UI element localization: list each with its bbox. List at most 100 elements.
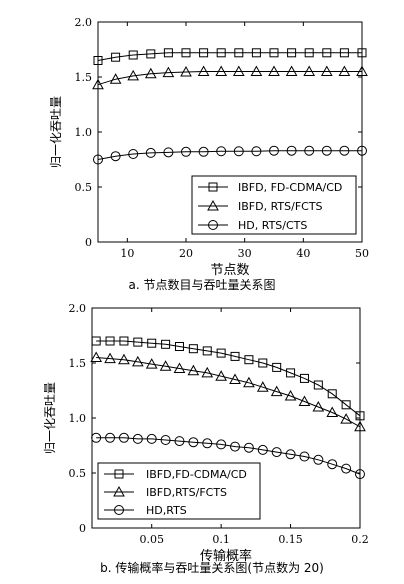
data-point bbox=[161, 339, 171, 349]
legend-box bbox=[191, 175, 357, 235]
data-point bbox=[229, 373, 241, 384]
y-tick-label: 0.5 bbox=[69, 467, 87, 480]
x-axis-label: 传输概率 bbox=[200, 548, 252, 564]
legend-label: IBFD,FD-CDMA/CD bbox=[146, 468, 247, 481]
y-tick-label: 0.5 bbox=[75, 181, 93, 194]
data-point bbox=[128, 50, 138, 60]
data-point bbox=[250, 65, 263, 76]
chart-a: 0 0.5 1.0 1.5 2.0 10 20 30 40 50 节点数 归一化吞吐量 IBFD, FD… bbox=[49, 16, 369, 292]
y-tick-label: 1.0 bbox=[75, 126, 93, 139]
x-tick-label: 0.2 bbox=[351, 533, 369, 546]
data-point bbox=[321, 145, 332, 156]
data-point bbox=[233, 146, 244, 157]
y-tick-label: 0 bbox=[79, 522, 86, 535]
data-point bbox=[215, 370, 227, 381]
data-point bbox=[180, 66, 192, 77]
data-point bbox=[355, 411, 365, 421]
series-line bbox=[97, 52, 362, 61]
figure-caption: b. 传输概率与吞吐量关系图(节点数为 20) bbox=[100, 560, 324, 575]
data-point bbox=[147, 338, 157, 348]
data-point bbox=[132, 433, 143, 444]
data-point bbox=[234, 48, 244, 58]
data-point bbox=[320, 65, 333, 76]
data-point bbox=[303, 65, 316, 76]
data-point bbox=[304, 48, 314, 58]
data-point bbox=[181, 146, 191, 157]
data-point bbox=[119, 336, 129, 346]
data-point bbox=[216, 48, 226, 58]
data-point bbox=[313, 380, 323, 390]
series-line bbox=[97, 71, 362, 86]
series-triangle bbox=[92, 65, 368, 90]
legend-label: IBFD, RTS/FCTS bbox=[238, 200, 323, 213]
data-point bbox=[174, 436, 185, 447]
data-point bbox=[299, 373, 309, 383]
data-point bbox=[104, 352, 116, 364]
data-point bbox=[271, 447, 282, 458]
data-point bbox=[312, 400, 325, 412]
data-point bbox=[163, 147, 174, 158]
data-point bbox=[216, 146, 227, 157]
data-point bbox=[357, 48, 367, 58]
y-tick-label: 1.0 bbox=[69, 412, 87, 425]
data-point bbox=[243, 442, 254, 453]
x-tick-label: 10 bbox=[120, 247, 134, 260]
data-point bbox=[243, 376, 255, 388]
series-line bbox=[96, 437, 361, 475]
legend: IBFD,FD-CDMA/CD IBFD,RTS/FCTS HD,RTS bbox=[97, 462, 261, 520]
data-point bbox=[181, 48, 191, 58]
data-point bbox=[327, 459, 338, 470]
x-tick-label: 0.1 bbox=[212, 533, 230, 546]
data-point bbox=[230, 441, 241, 452]
data-point bbox=[341, 400, 351, 410]
data-point bbox=[145, 358, 158, 369]
data-point bbox=[257, 444, 268, 455]
data-point bbox=[118, 432, 129, 443]
data-point bbox=[202, 346, 212, 356]
data-point bbox=[251, 48, 261, 58]
series-triangle bbox=[90, 351, 366, 432]
data-point bbox=[269, 48, 279, 58]
data-point bbox=[355, 469, 365, 480]
series-line bbox=[96, 340, 361, 417]
series-square bbox=[91, 336, 365, 421]
chart-b: 0 0.5 1.0 1.5 2.0 0.05 0.1 0.15 0.2 传输概率 归一化吞吐量 IBF… bbox=[43, 302, 369, 575]
y-tick-label: 2.0 bbox=[75, 16, 93, 29]
data-point bbox=[215, 65, 228, 76]
data-point bbox=[230, 351, 240, 361]
legend-marker bbox=[207, 199, 219, 211]
legend-label: HD, RTS/CTS bbox=[238, 219, 307, 232]
legend: IBFD, FD-CDMA/CD IBFD, RTS/FCTS HD, RTS/CT… bbox=[191, 175, 357, 235]
series-circle bbox=[91, 432, 365, 480]
data-point bbox=[287, 48, 297, 58]
data-point bbox=[111, 52, 121, 62]
legend-label: IBFD, FD-CDMA/CD bbox=[238, 181, 342, 194]
data-point bbox=[90, 351, 103, 362]
data-point bbox=[285, 65, 298, 76]
data-point bbox=[199, 48, 209, 58]
x-axis-label: 节点数 bbox=[210, 263, 249, 278]
data-point bbox=[327, 389, 337, 399]
y-axis-label: 归一化吞吐量 bbox=[43, 382, 57, 454]
data-point bbox=[92, 78, 104, 90]
data-point bbox=[131, 355, 144, 367]
data-point bbox=[188, 344, 198, 354]
series-circle bbox=[93, 145, 367, 165]
data-point bbox=[244, 355, 254, 365]
data-point bbox=[356, 65, 368, 76]
x-tick-label: 50 bbox=[355, 247, 369, 260]
data-point bbox=[146, 49, 156, 59]
data-point bbox=[105, 336, 115, 346]
data-point bbox=[286, 368, 296, 378]
data-point bbox=[284, 389, 297, 401]
data-point bbox=[304, 145, 315, 156]
data-point bbox=[91, 336, 101, 346]
data-point bbox=[174, 342, 184, 351]
data-point bbox=[188, 437, 199, 448]
data-point bbox=[201, 366, 214, 378]
data-point bbox=[93, 56, 103, 65]
data-point bbox=[339, 48, 349, 58]
legend-marker bbox=[208, 220, 218, 230]
y-tick-label: 2.0 bbox=[69, 302, 87, 315]
